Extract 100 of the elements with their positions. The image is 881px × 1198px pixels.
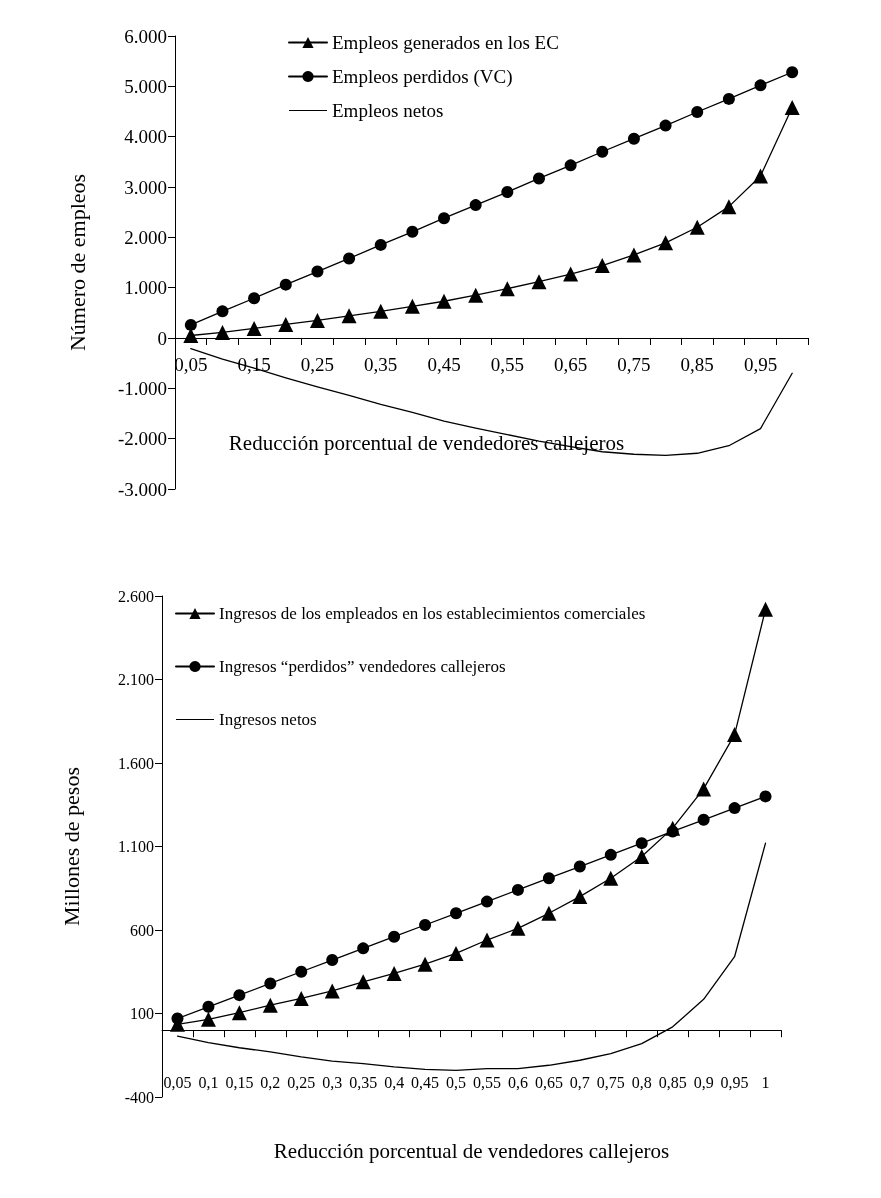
point [214,324,230,340]
point [564,159,577,172]
legend-label: Empleos netos [332,100,444,121]
x-tick-label: 0,95 [743,354,778,375]
point [448,945,464,961]
x-axis-title: Reducción porcentual de vendedores callejeros [273,1138,670,1163]
x-tick-label: 0,45 [427,354,461,375]
point [373,303,389,319]
point [248,292,261,305]
x-tick-label: 0,65 [534,1073,563,1091]
point [511,883,524,896]
point [326,954,339,967]
point [573,860,586,873]
y-tick-label: 1.100 [118,838,154,855]
point [759,790,772,803]
x-tick-label: 0,6 [507,1073,528,1091]
x-tick-label: 0,65 [554,354,588,375]
point [311,265,324,278]
point [324,983,340,999]
point [697,813,710,826]
legend-label: Ingresos netos [219,710,317,729]
point [666,825,679,838]
point [572,889,588,905]
legend-label: Empleos generados en los EC [332,32,559,53]
point [541,905,557,921]
point [262,997,278,1013]
point [246,320,262,336]
x-tick-label: 0,35 [364,354,398,375]
point [355,974,371,990]
point [450,907,463,920]
x-tick-label: 0,1 [198,1073,219,1091]
point [635,837,648,850]
point [468,287,484,303]
point [758,601,774,617]
legend-label: Empleos perdidos (VC) [332,66,513,88]
point [480,895,493,908]
y-tick-label: 6.000 [124,25,167,47]
y-tick-label: 2.000 [124,226,167,248]
x-tick-label: 0,15 [225,1073,254,1091]
point [171,1012,184,1025]
point [604,848,617,861]
legend-label: Ingresos “perdidos” vendedores callejeros [219,657,506,676]
y-tick-label: 2.600 [118,587,154,605]
point [469,199,482,212]
y-tick-label: 5.000 [124,75,167,97]
x-tick-label: 0,85 [680,354,714,375]
point [603,870,619,886]
x-tick-label: 0,75 [596,1073,625,1091]
point [659,119,672,132]
point [501,186,514,199]
point [728,802,741,815]
point [295,965,308,978]
legend-label: Ingresos de los empleados en los establecimientos comerciales [219,604,646,623]
point [721,199,737,215]
x-tick-label: 0,35 [349,1073,378,1091]
x-tick-label: 0,95 [720,1073,749,1091]
point [626,247,642,263]
point [233,989,246,1002]
x-tick-label: 0,2 [260,1073,281,1091]
y-axis-title: Número de empleos [64,173,90,352]
point [357,942,370,955]
x-tick-label: 0,75 [617,354,651,375]
point [341,308,357,324]
point [510,920,526,936]
point [658,235,674,251]
point [532,172,545,185]
y-tick-label: 4.000 [124,126,167,148]
point [278,316,294,332]
point [231,1005,247,1021]
point [438,212,451,225]
point [264,977,277,990]
y-tick-label: -1.000 [117,377,167,399]
x-tick-label: 0,3 [322,1073,343,1091]
y-axis-title: Millones de pesos [58,767,84,926]
y-tick-label: 3.000 [124,176,167,198]
point [202,1000,215,1013]
point [216,305,229,318]
point [563,266,579,282]
x-tick-label: 0,4 [384,1073,405,1091]
point [627,132,640,145]
point [727,727,743,743]
x-tick-label: 0,45 [411,1073,440,1091]
point [499,281,515,297]
y-tick-label: -3.000 [117,478,167,500]
x-axis-title: Reducción porcentual de vendedores callejeros [228,430,625,455]
point [596,145,609,158]
y-tick-label: 1.000 [124,277,167,299]
point [689,219,705,235]
point [531,274,547,290]
point [184,318,197,331]
point [279,278,292,291]
x-tick-label: 1 [761,1073,770,1091]
x-tick-label: 0,25 [287,1073,316,1091]
x-tick-label: 0,25 [300,354,335,375]
x-tick-label: 0,55 [472,1073,501,1091]
y-tick-label: -400 [124,1088,154,1106]
point [419,918,432,931]
point [406,225,419,238]
point [388,930,401,943]
y-tick-label: 2.100 [118,671,154,688]
